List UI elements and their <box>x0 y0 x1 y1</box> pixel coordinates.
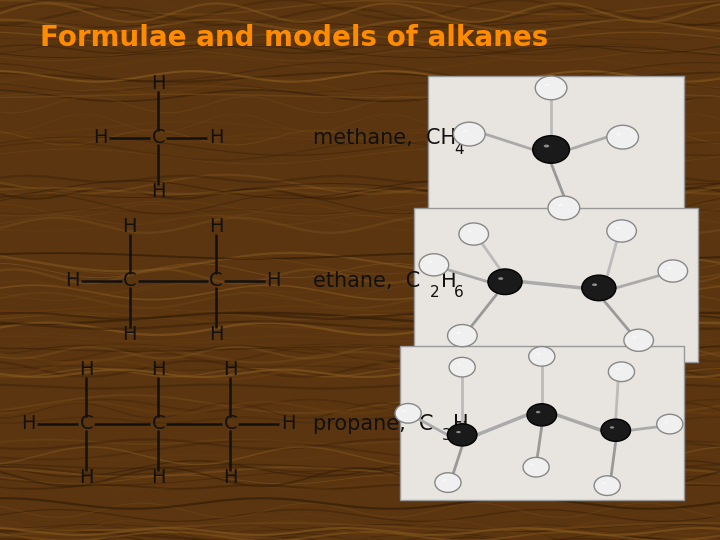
Text: H: H <box>122 325 137 345</box>
Text: C: C <box>152 128 165 147</box>
Text: H: H <box>223 360 238 380</box>
Text: 4: 4 <box>454 142 464 157</box>
Text: C: C <box>123 271 136 291</box>
Circle shape <box>528 347 555 366</box>
Ellipse shape <box>536 411 540 413</box>
Circle shape <box>523 457 549 477</box>
Text: H: H <box>209 128 223 147</box>
Text: H: H <box>223 468 238 488</box>
Text: methane,  CH: methane, CH <box>313 127 456 148</box>
Circle shape <box>459 223 488 245</box>
Circle shape <box>435 472 461 492</box>
Ellipse shape <box>457 363 461 366</box>
Text: C: C <box>80 414 93 434</box>
Circle shape <box>395 403 421 423</box>
Ellipse shape <box>602 482 606 484</box>
Circle shape <box>608 362 634 382</box>
Text: Formulae and models of alkanes: Formulae and models of alkanes <box>40 24 548 52</box>
Ellipse shape <box>498 277 503 280</box>
Circle shape <box>658 260 688 282</box>
Text: ethane,  C: ethane, C <box>313 271 420 291</box>
Text: C: C <box>224 414 237 434</box>
Circle shape <box>548 196 580 220</box>
Text: C: C <box>152 414 165 434</box>
Circle shape <box>624 329 654 352</box>
Ellipse shape <box>403 410 407 412</box>
Ellipse shape <box>667 267 671 269</box>
Bar <box>414 208 698 362</box>
Circle shape <box>527 404 557 426</box>
Text: 8: 8 <box>466 428 475 443</box>
Text: H: H <box>453 414 469 434</box>
Ellipse shape <box>468 230 472 232</box>
Text: H: H <box>151 74 166 93</box>
Text: H: H <box>94 128 108 147</box>
Text: H: H <box>22 414 36 434</box>
Circle shape <box>594 476 621 496</box>
Ellipse shape <box>428 261 433 263</box>
Circle shape <box>657 414 683 434</box>
Ellipse shape <box>665 421 668 423</box>
Circle shape <box>448 325 477 347</box>
Ellipse shape <box>456 431 461 433</box>
Text: H: H <box>281 414 295 434</box>
Ellipse shape <box>616 227 620 229</box>
Text: 6: 6 <box>454 285 464 300</box>
Text: H: H <box>441 271 457 291</box>
Circle shape <box>449 357 475 377</box>
Circle shape <box>454 122 485 146</box>
Text: H: H <box>79 468 94 488</box>
Ellipse shape <box>463 130 468 132</box>
Text: H: H <box>122 217 137 237</box>
Ellipse shape <box>531 464 535 466</box>
Ellipse shape <box>544 145 549 147</box>
Ellipse shape <box>456 332 461 334</box>
Bar <box>428 76 684 230</box>
Text: H: H <box>266 271 281 291</box>
Ellipse shape <box>545 84 549 86</box>
Text: C: C <box>210 271 222 291</box>
Circle shape <box>419 254 449 276</box>
Text: H: H <box>151 468 166 488</box>
Circle shape <box>582 275 616 301</box>
Circle shape <box>533 136 570 163</box>
Ellipse shape <box>633 336 637 339</box>
Text: 2: 2 <box>430 285 439 300</box>
Text: H: H <box>151 360 166 380</box>
Text: H: H <box>209 325 223 345</box>
Ellipse shape <box>557 204 562 206</box>
Ellipse shape <box>592 284 597 286</box>
Circle shape <box>607 220 636 242</box>
Circle shape <box>601 419 631 441</box>
Circle shape <box>535 76 567 100</box>
Ellipse shape <box>443 479 446 481</box>
Text: H: H <box>65 271 79 291</box>
Ellipse shape <box>536 353 541 355</box>
Ellipse shape <box>616 133 621 136</box>
Text: 3: 3 <box>441 428 451 443</box>
Circle shape <box>488 269 522 295</box>
Text: H: H <box>151 182 166 201</box>
Circle shape <box>447 424 477 446</box>
Text: H: H <box>79 360 94 380</box>
Text: H: H <box>209 217 223 237</box>
Circle shape <box>607 125 639 149</box>
Ellipse shape <box>616 368 620 370</box>
Text: propane,  C: propane, C <box>313 414 433 434</box>
Bar <box>400 346 684 500</box>
Ellipse shape <box>610 426 614 429</box>
